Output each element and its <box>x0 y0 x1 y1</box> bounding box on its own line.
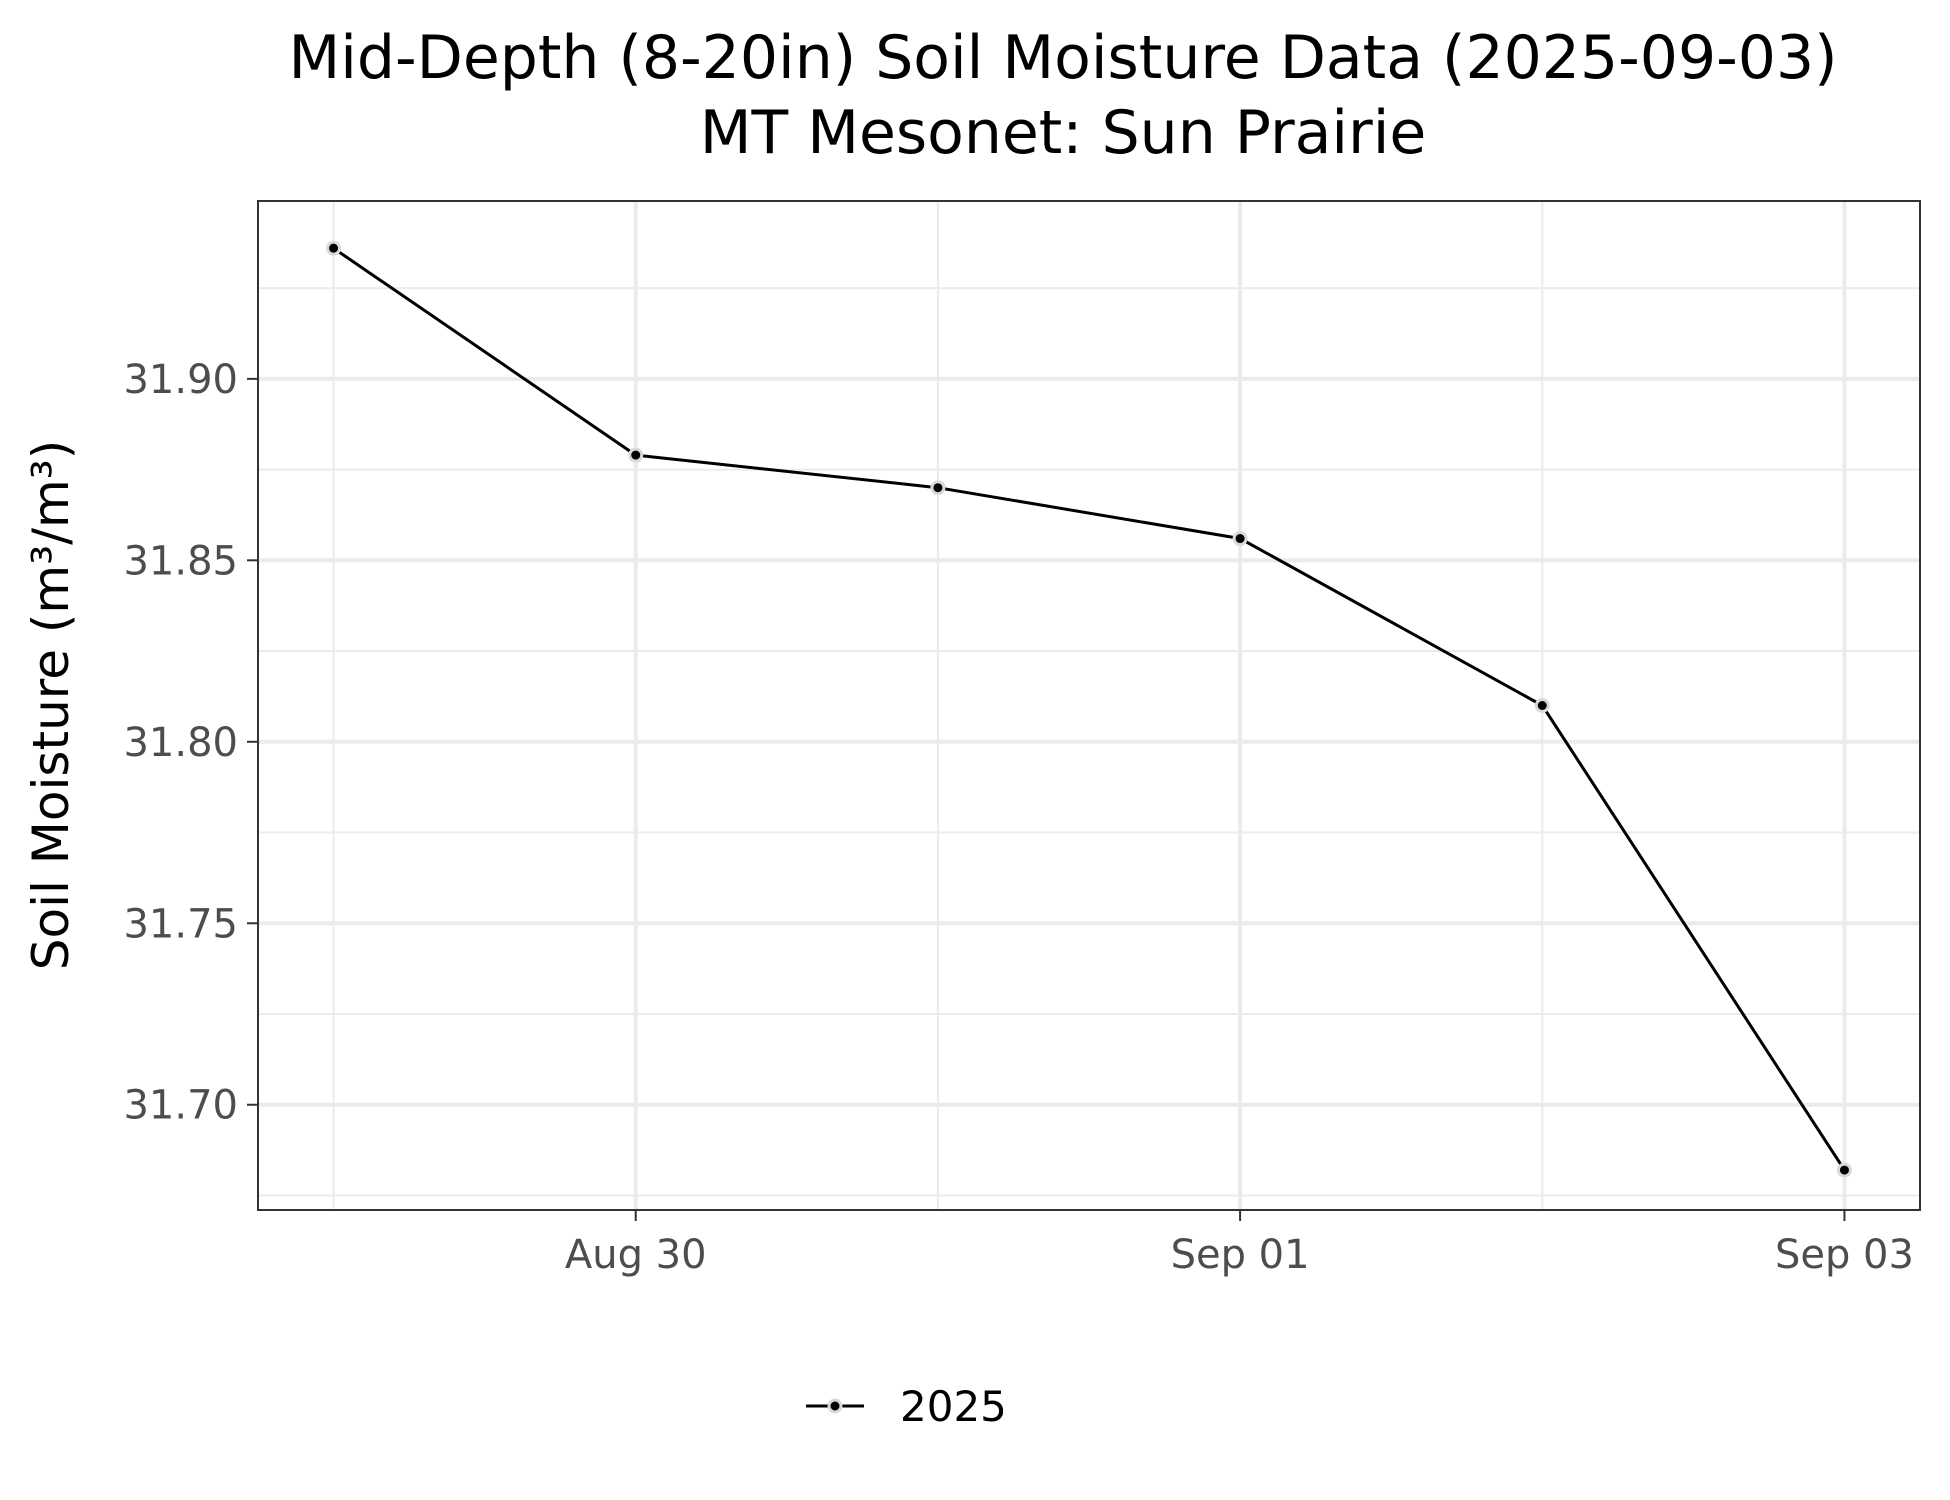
y-tick-label: 31.75 <box>123 901 238 947</box>
major-gridlines <box>258 201 1920 1210</box>
series-layer <box>326 240 1852 1178</box>
y-tick-label: 31.90 <box>123 357 238 403</box>
data-point <box>326 240 342 256</box>
y-axis: 31.70 31.75 31.80 31.85 31.90 <box>123 357 258 1129</box>
y-tick-label: 31.85 <box>123 538 238 584</box>
data-point <box>930 480 946 496</box>
data-point <box>1232 531 1248 547</box>
legend: 2025 <box>806 1382 1007 1431</box>
series-line <box>332 246 1846 1171</box>
chart-subtitle: MT Mesonet: Sun Prairie <box>700 98 1427 168</box>
y-axis-title: Soil Moisture (m³/m³) <box>22 440 80 970</box>
x-tick-label: Sep 03 <box>1775 1232 1914 1278</box>
x-axis: Aug 30 Sep 01 Sep 03 <box>565 1210 1914 1278</box>
plot-border <box>257 200 1921 1211</box>
y-tick-label: 31.70 <box>123 1083 238 1129</box>
legend-point-key <box>827 1398 843 1414</box>
chart-title: Mid-Depth (8-20in) Soil Moisture Data (2… <box>288 23 1837 93</box>
x-tick-label: Sep 01 <box>1171 1232 1310 1278</box>
x-tick-label: Aug 30 <box>565 1232 707 1278</box>
data-point <box>1836 1162 1852 1178</box>
y-tick-label: 31.80 <box>123 720 238 766</box>
data-point <box>1534 698 1550 713</box>
legend-label: 2025 <box>900 1382 1007 1431</box>
data-point <box>628 447 644 463</box>
plot-panel <box>258 201 1920 1210</box>
